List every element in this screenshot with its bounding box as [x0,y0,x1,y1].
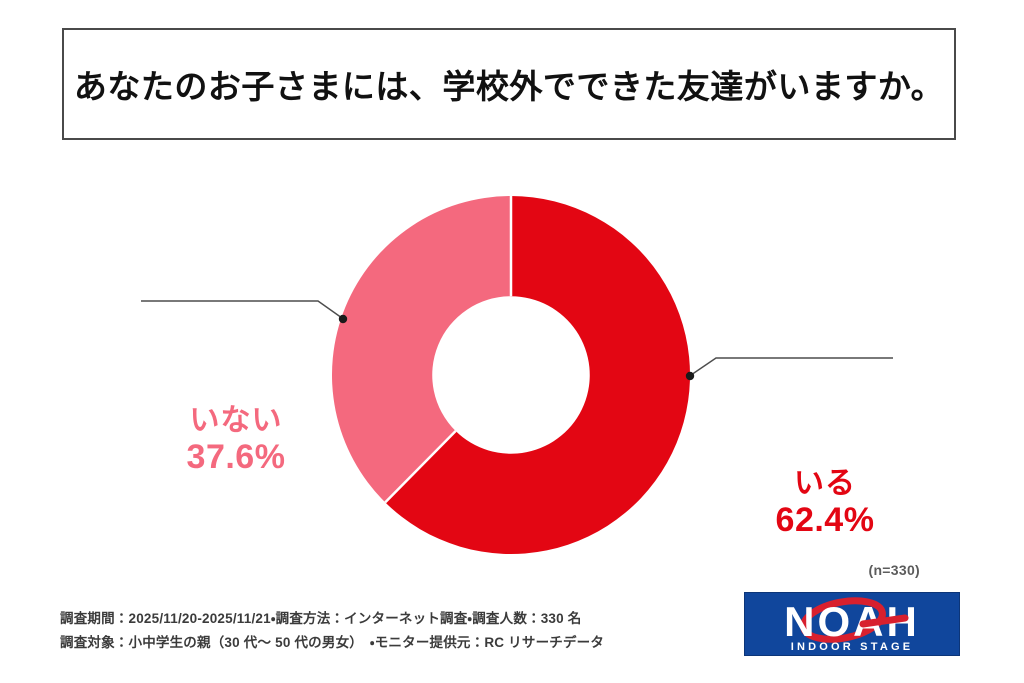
noah-logo-ellipse-icon [800,597,886,643]
slice-label-inai-percent: 37.6% [186,437,286,476]
slice-label-iru: いる 62.4% [735,467,915,539]
noah-logo-swoosh-icon [859,614,909,628]
slice-label-inai: いない 37.6% [146,404,326,476]
slice-label-inai-category: いない [189,404,283,437]
footnote-line-2: 調査対象：小中学生の親（30 代～ 50 代の男女） ・モニター提供元：RC リ… [60,634,605,650]
noah-logo-svg: NOAH INDOOR STAGE [784,597,917,653]
sample-size-note: (n=330) [868,562,920,578]
donut-slice-inai[interactable] [331,196,511,503]
slice-label-iru-category: いる [794,467,856,500]
question-title-box: あなたのお子さまには、学校外でできた友達がいますか。 [62,28,956,140]
donut-chart: いない 37.6% いる 62.4% [0,150,1024,570]
leader-dot-inai [338,314,348,324]
donut-chart-svg [141,196,893,554]
leader-line-inai [141,300,343,319]
leader-dot-iru [685,371,695,381]
page-title: あなたのお子さまには、学校外でできた友達がいますか。 [73,68,945,105]
leader-line-iru [690,357,893,376]
slice-label-iru-percent: 62.4% [775,500,875,539]
footnote-line-1: 調査期間：2025/11/20-2025/11/21・調査方法：インターネット調… [60,611,582,626]
slice-divider-bottom [384,430,457,504]
survey-footnotes: 調査期間：2025/11/20-2025/11/21・調査方法：インターネット調… [60,607,604,654]
donut-slice-iru[interactable] [385,196,690,554]
noah-logo: NOAH INDOOR STAGE [744,592,960,656]
noah-logo-tagline: INDOOR STAGE [791,641,914,653]
